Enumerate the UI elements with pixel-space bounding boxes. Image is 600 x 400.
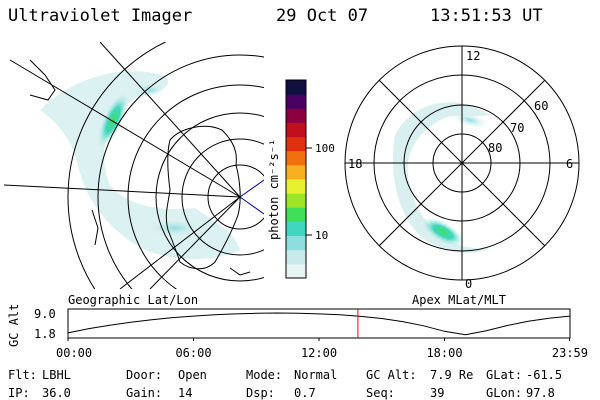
geographic-map-panel bbox=[4, 42, 264, 289]
altitude-x-tick-label: 18:00 bbox=[426, 346, 462, 360]
color-scale-tick-label: 10 bbox=[315, 229, 328, 242]
altitude-x-axis: 00:00 06:00 12:00 18:00 23:59 bbox=[56, 338, 588, 360]
altitude-chart-frame bbox=[67, 308, 571, 339]
longitude-lines bbox=[4, 42, 241, 289]
color-scale-tick-label: 100 bbox=[315, 142, 335, 155]
mlt-meridian bbox=[378, 79, 546, 247]
observation-time: 13:51:53 UT bbox=[430, 6, 543, 26]
altitude-chart: GC Alt 9.0 1.8 00:00 06:00 12:00 18:00 23:59 bbox=[7, 304, 588, 360]
color-scale-segment bbox=[286, 122, 306, 138]
altitude-y-tick-label: 9.0 bbox=[34, 307, 56, 321]
color-scale-segment bbox=[286, 80, 306, 95]
status-value: 36.0 bbox=[42, 386, 71, 400]
status-label: Dsp: bbox=[246, 386, 275, 400]
altitude-x-tick-label: 12:00 bbox=[301, 346, 337, 360]
geo-panel-caption: Geographic Lat/Lon bbox=[68, 293, 198, 307]
auroral-oval bbox=[393, 102, 490, 254]
color-scale-segment bbox=[286, 207, 306, 222]
status-label: GLon: bbox=[486, 386, 523, 400]
observation-date: 29 Oct 07 bbox=[276, 6, 369, 26]
color-scale-bar bbox=[286, 80, 306, 279]
mlt-label-18: 18 bbox=[348, 157, 362, 171]
status-label: Gain: bbox=[126, 386, 163, 400]
status-value: -61.5 bbox=[526, 368, 563, 382]
coastline bbox=[229, 267, 251, 276]
antarctica-coastline bbox=[165, 125, 241, 270]
color-scale-segment bbox=[286, 164, 306, 180]
mlat-label-80: 80 bbox=[488, 141, 502, 155]
status-label: IP: bbox=[8, 386, 30, 400]
auroral-bright-spot bbox=[421, 217, 465, 247]
altitude-x-tick-label: 06:00 bbox=[175, 346, 211, 360]
latitude-circles bbox=[67, 42, 264, 289]
mlat-label-70: 70 bbox=[510, 121, 524, 135]
status-value: LBHL bbox=[42, 368, 71, 382]
auroral-emission-patch bbox=[450, 111, 490, 129]
status-value: Open bbox=[178, 368, 207, 382]
status-value: 39 bbox=[430, 386, 445, 400]
altitude-series-line bbox=[67, 312, 570, 336]
color-scale-segment bbox=[286, 263, 306, 279]
coastline bbox=[29, 59, 56, 101]
instrument-title: Ultraviolet Imager bbox=[8, 6, 193, 26]
color-scale-segment bbox=[286, 221, 306, 237]
color-scale-unit-label: photon cm⁻²s⁻¹ bbox=[267, 139, 281, 240]
status-label: Mode: bbox=[246, 368, 283, 382]
altitude-x-tick-label: 23:59 bbox=[552, 346, 588, 360]
color-scale-segment bbox=[286, 193, 306, 208]
status-value: 97.8 bbox=[526, 386, 555, 400]
status-value: 14 bbox=[178, 386, 193, 400]
color-scale-segment bbox=[286, 179, 306, 194]
status-value: 0.7 bbox=[294, 386, 316, 400]
color-scale-frame bbox=[285, 79, 307, 279]
status-value: Normal bbox=[294, 368, 338, 382]
pole-marker bbox=[239, 179, 264, 198]
status-value: 7.9 Re bbox=[430, 368, 474, 382]
mlt-label-6: 6 bbox=[566, 157, 573, 171]
apex-panel-caption: Apex MLat/MLT bbox=[412, 293, 506, 307]
status-label: Seq: bbox=[366, 386, 395, 400]
color-scale-segment bbox=[286, 249, 306, 265]
apex-polar-panel: 12 18 6 0 60 70 80 bbox=[344, 45, 580, 291]
status-label: Door: bbox=[126, 368, 163, 382]
color-scale-segment bbox=[286, 136, 306, 152]
color-scale-segment bbox=[286, 108, 306, 123]
pole-marker bbox=[239, 196, 264, 215]
coastline bbox=[91, 209, 99, 246]
auroral-bright-spot bbox=[97, 92, 129, 148]
altitude-y-axis-label: GC Alt bbox=[7, 304, 21, 347]
mlat-label-60: 60 bbox=[534, 99, 548, 113]
mlt-label-0: 0 bbox=[465, 277, 472, 291]
altitude-y-tick-label: 1.8 bbox=[34, 327, 56, 341]
color-scale-segment bbox=[286, 94, 306, 109]
color-scale-segment bbox=[286, 235, 306, 251]
altitude-x-tick-label: 00:00 bbox=[56, 346, 92, 360]
status-label: GLat: bbox=[486, 368, 523, 382]
mlt-label-12: 12 bbox=[466, 49, 480, 63]
status-label: Flt: bbox=[8, 368, 37, 382]
auroral-emission-region bbox=[40, 71, 240, 259]
color-scale-segment bbox=[286, 150, 306, 166]
status-label: GC Alt: bbox=[366, 368, 417, 382]
